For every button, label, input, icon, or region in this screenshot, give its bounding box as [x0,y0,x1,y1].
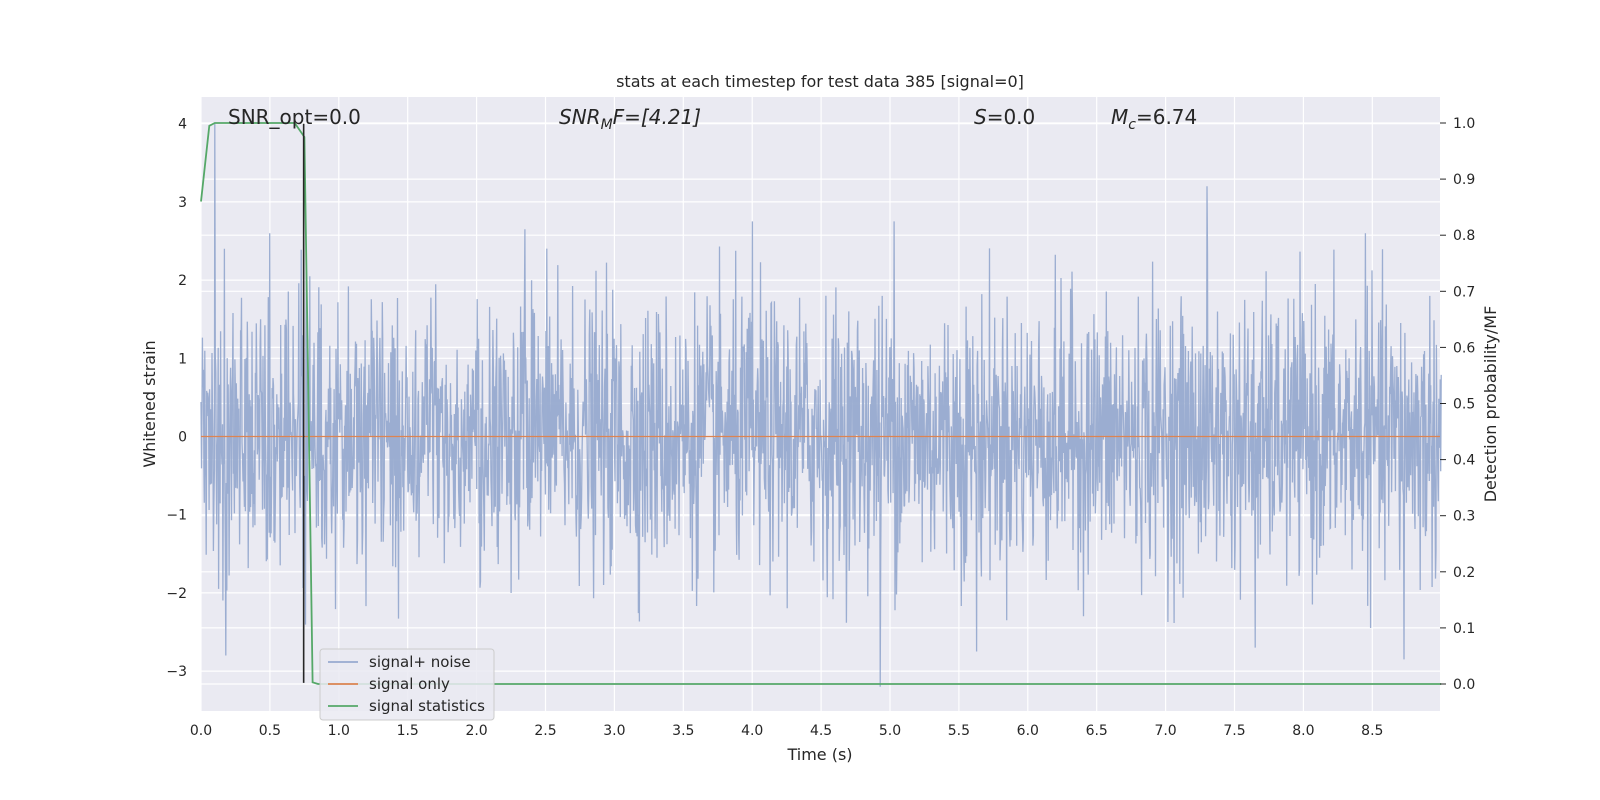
x-tick-label: 2.5 [534,723,556,739]
snr-mf-sub: M [601,117,613,133]
x-tick-label: 5.5 [948,723,970,739]
mc-base: M [1111,105,1128,129]
x-tick-label: 3.5 [672,723,694,739]
y-tick-label: −2 [166,586,187,602]
legend-label-statistics: signal statistics [369,697,485,715]
x-tick-label: 0.5 [259,723,281,739]
x-tick-label: 8.5 [1361,723,1383,739]
annotation-mc: Mc=6.74 [1111,105,1197,133]
s-symbol: S [974,105,987,129]
y-tick-label: 0 [178,430,187,446]
y-tick-label: −3 [166,664,187,680]
x-tick-label: 8.0 [1292,723,1314,739]
y2-tick-label: 0.0 [1453,677,1475,693]
y2-tick-label: 0.2 [1453,565,1475,581]
x-tick-label: 4.5 [810,723,832,739]
y-tick-label: −1 [166,508,187,524]
legend: signal+ noise signal only signal statist… [320,649,494,720]
y-tick-label: 4 [178,117,187,133]
s-value: =0.0 [987,105,1036,129]
legend-label-noise: signal+ noise [369,653,471,671]
x-tick-label: 6.5 [1086,723,1108,739]
x-axis-ticks: 0.0 0.5 1.0 1.5 2.0 2.5 3.0 3.5 4.0 4.5 5.0 5.5 6.0 6… [190,723,1384,739]
x-tick-label: 3.0 [603,723,625,739]
annotation-s: S=0.0 [974,105,1035,129]
x-tick-label: 1.5 [397,723,419,739]
y2-tick-label: 1.0 [1453,116,1475,132]
x-tick-label: 0.0 [190,723,212,739]
y2-tick-label: 0.6 [1453,340,1475,356]
y2-tick-label: 0.1 [1453,621,1475,637]
x-tick-label: 7.0 [1154,723,1176,739]
x-tick-label: 1.0 [328,723,350,739]
y-tick-label: 1 [178,351,187,367]
x-axis-label: Time (s) [786,745,852,764]
y2-tick-label: 0.8 [1453,228,1475,244]
x-tick-label: 4.0 [741,723,763,739]
x-tick-label: 5.0 [879,723,901,739]
x-tick-label: 7.5 [1223,723,1245,739]
y-axis-ticks: 4 3 2 1 0 −1 −2 −3 [166,117,187,680]
chart-title: stats at each timestep for test data 385… [616,72,1024,91]
mc-value: =6.74 [1136,105,1197,129]
snr-mf-rest-f: F=[4.21] [613,105,701,129]
y2-axis-label: Detection probability/MF [1481,306,1500,503]
y-axis-label: Whitened strain [140,340,159,467]
y2-tick-label: 0.3 [1453,509,1475,525]
snr-mf-base: SNR [559,105,601,129]
annotation-snr-mf: SNRMF=[4.21] [559,105,701,133]
annotation-snr-opt: SNR_opt=0.0 [228,105,361,129]
legend-label-signal-only: signal only [369,675,450,693]
y-tick-label: 3 [178,195,187,211]
y2-tick-label: 0.4 [1453,453,1475,469]
y-tick-label: 2 [178,273,187,289]
y2-axis-ticks: 1.0 0.9 0.8 0.7 0.6 0.5 0.4 0.3 0.2 0.1 0.0 [1440,116,1475,693]
y2-tick-label: 0.7 [1453,284,1475,300]
y2-tick-label: 0.5 [1453,397,1475,413]
x-tick-label: 2.0 [465,723,487,739]
y2-tick-label: 0.9 [1453,172,1475,188]
x-tick-label: 6.0 [1017,723,1039,739]
